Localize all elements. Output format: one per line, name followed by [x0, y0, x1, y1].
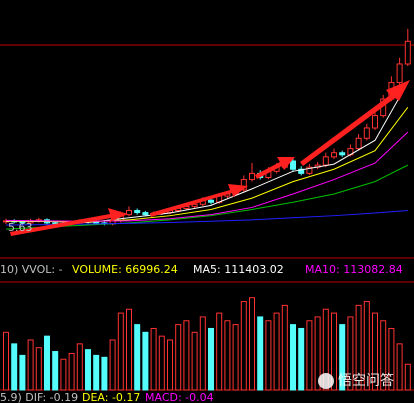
- arrow: [300, 80, 410, 166]
- volume-bar: [150, 327, 157, 391]
- ma-line: [5, 131, 409, 222]
- volume-bar: [322, 308, 329, 391]
- volume-bar: [257, 316, 264, 391]
- volume-bar: [380, 320, 387, 391]
- volume-bar: [158, 335, 165, 391]
- volume-bar: [199, 316, 206, 391]
- low-label: 5.63: [8, 221, 33, 234]
- volume-bar: [175, 324, 182, 391]
- volume-bar: [60, 358, 67, 391]
- volume-bar: [224, 320, 231, 391]
- volume-bar: [249, 297, 255, 391]
- candle-body: [290, 160, 296, 170]
- candle-body: [191, 203, 198, 207]
- volume-bar: [52, 351, 59, 391]
- legend-item: MA10: 113082.84: [305, 263, 403, 276]
- volume-bar: [44, 335, 50, 391]
- volume-bar: [216, 312, 223, 391]
- legend-item: DEA: -0.17: [82, 391, 140, 403]
- volume-bar: [134, 324, 141, 391]
- marks: [3, 28, 411, 391]
- volume-bar: [76, 343, 83, 391]
- volume-bar: [101, 356, 108, 391]
- legend-item: MA5: 111403.02: [193, 263, 284, 276]
- arrow: [255, 157, 295, 179]
- volume-bar: [93, 354, 100, 391]
- candle-body: [249, 172, 255, 181]
- volume-bar: [363, 301, 370, 391]
- volume-bar: [117, 312, 124, 391]
- volume-bar: [167, 339, 173, 391]
- ma-line: [5, 107, 409, 223]
- candle-body: [372, 115, 378, 129]
- volume-bar: [142, 331, 149, 391]
- volume-bar: [347, 316, 354, 391]
- candle-body: [339, 152, 346, 156]
- volume-bar: [273, 312, 280, 391]
- volume-bar: [306, 320, 313, 391]
- candle-body: [306, 166, 313, 174]
- volume-bar: [85, 349, 91, 391]
- volume-bar: [404, 363, 411, 391]
- volume-bar: [331, 312, 337, 391]
- legend-item: 5.9) DIF: -0.19: [0, 391, 78, 403]
- legend-item: 10) VVOL: -: [0, 263, 63, 276]
- volume-bar: [355, 304, 362, 391]
- candle-body: [208, 199, 214, 203]
- volume-bar: [290, 324, 296, 391]
- ma-line: [5, 164, 409, 230]
- candle-body: [298, 168, 305, 174]
- candle-body: [331, 152, 337, 158]
- volume-bar: [314, 316, 321, 391]
- legend-item: VOLUME: 66996.24: [72, 263, 178, 276]
- candle-body: [142, 212, 149, 216]
- volume-bar: [372, 312, 378, 391]
- watermark: 悟空问答: [338, 372, 394, 389]
- volume-bar: [298, 327, 305, 391]
- volume-bar: [208, 327, 214, 391]
- candle-body: [404, 40, 411, 65]
- volume-bar: [240, 301, 247, 391]
- candle-body: [134, 210, 141, 214]
- volume-bar: [281, 304, 288, 391]
- legend-item: MACD: -0.04: [145, 391, 214, 403]
- arrow: [10, 208, 128, 236]
- volume-bar: [11, 343, 18, 391]
- volume-bar: [27, 339, 34, 391]
- arrow: [150, 184, 248, 217]
- volume-bar: [232, 324, 239, 391]
- volume-bar: [339, 324, 346, 391]
- volume-bar: [388, 327, 395, 391]
- candle-body: [126, 210, 132, 216]
- volume-bar: [35, 347, 42, 391]
- volume-bar: [396, 343, 403, 391]
- candle-body: [240, 179, 247, 191]
- volume-bar: [68, 352, 75, 391]
- volume-bar: [191, 331, 198, 391]
- arrows: [10, 80, 410, 236]
- volume-bar: [183, 320, 190, 391]
- volume-bar: [19, 354, 26, 391]
- candle-body: [322, 156, 329, 166]
- volume-bar: [265, 320, 272, 391]
- candle-body: [19, 221, 26, 224]
- volume-bar: [3, 331, 9, 391]
- candle-body: [355, 137, 362, 150]
- volume-bar: [109, 339, 116, 391]
- candle-body: [363, 127, 370, 139]
- candle-body: [396, 63, 403, 84]
- volume-bar: [126, 308, 132, 391]
- watermark-icon: [318, 373, 334, 389]
